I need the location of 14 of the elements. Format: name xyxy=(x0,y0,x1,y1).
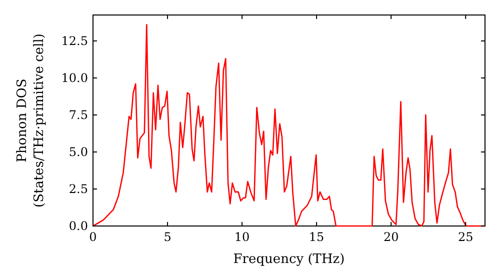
y-tick-label: 0.0 xyxy=(68,219,88,234)
y-tick-label: 10.0 xyxy=(61,71,88,86)
y-tick-label: 5.0 xyxy=(68,145,88,160)
x-tick-label: 20 xyxy=(383,230,399,244)
y-axis-title: Phonon DOS (States/THz·primitive cell) xyxy=(15,33,47,208)
x-tick-label: 15 xyxy=(308,230,324,244)
y-tick-label: 2.5 xyxy=(68,182,88,196)
y-tick-label: 7.5 xyxy=(68,108,88,122)
x-axis-title: Frequency (THz) xyxy=(233,252,345,267)
x-tick-label: 5 xyxy=(164,230,172,244)
y-tick-label: 12.5 xyxy=(61,34,88,48)
x-tick-label: 0 xyxy=(89,230,97,244)
x-tick-label: 10 xyxy=(234,230,250,244)
x-tick-label: 25 xyxy=(458,230,474,244)
